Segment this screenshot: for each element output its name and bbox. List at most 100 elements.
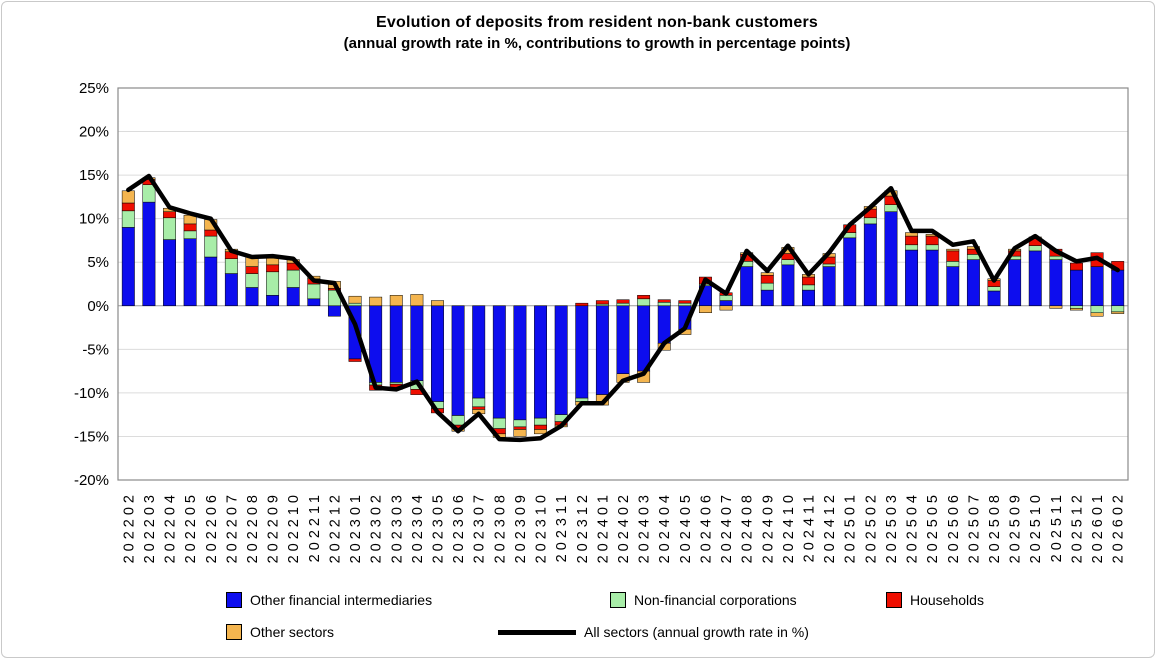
bar-segment: [616, 302, 630, 307]
bar-segment: [389, 295, 403, 307]
bar-segment: [946, 250, 960, 262]
y-tick-label: -5%: [82, 341, 109, 358]
x-tick-label: 202602: [1111, 491, 1127, 563]
bar-segment: [183, 238, 197, 307]
bar-segment: [1090, 266, 1104, 307]
y-tick-label: 5%: [87, 254, 109, 271]
x-tick-label: 202507: [966, 491, 982, 563]
bar-segment: [657, 302, 671, 307]
x-tick-label: 202304: [410, 491, 426, 563]
bar-segment: [142, 201, 156, 307]
bar-segment: [534, 305, 548, 419]
bar-segment: [740, 266, 754, 307]
bar-segment: [1111, 305, 1125, 313]
bar-segment: [760, 275, 774, 284]
bar-segment: [905, 249, 919, 307]
x-tick-label: 202510: [1028, 491, 1044, 563]
bar-segment: [1028, 245, 1042, 252]
bar-segment: [266, 264, 280, 273]
x-tick-label: 202308: [492, 491, 508, 563]
legend-item-all-sectors-line: All sectors (annual growth rate in %): [498, 624, 809, 640]
x-tick-label: 202503: [884, 491, 900, 563]
x-tick-label: 202205: [183, 491, 199, 563]
x-tick-label: 202301: [348, 491, 364, 563]
x-tick-label: 202408: [740, 491, 756, 563]
legend-item-other-sectors: Other sectors: [226, 624, 334, 640]
bar-segment: [348, 295, 362, 304]
growth-line: [126, 173, 1120, 443]
bar-segment: [307, 298, 321, 307]
y-tick-label: -20%: [74, 472, 109, 489]
bar-segment: [245, 287, 259, 307]
bar-segment: [822, 263, 836, 267]
bar-segment: [327, 305, 341, 317]
bar-segment: [121, 227, 135, 307]
bar-segment: [348, 302, 362, 307]
x-tick-label: 202211: [307, 491, 323, 562]
bar-segment: [616, 305, 630, 374]
bar-segment: [905, 235, 919, 246]
bar-segment: [760, 282, 774, 291]
bar-segment: [121, 202, 135, 212]
bar-segment: [1070, 269, 1083, 307]
bar-segment: [1070, 305, 1083, 309]
x-tick-label: 202407: [719, 491, 735, 563]
bar-segment: [472, 406, 486, 410]
bar-segment: [1090, 312, 1104, 317]
bar-segment: [1111, 311, 1125, 314]
bar-segment: [1111, 269, 1125, 307]
bar-segment: [472, 305, 486, 399]
bar-segment: [719, 295, 733, 301]
y-tick-label: -15%: [74, 428, 109, 445]
bar-segment: [946, 266, 960, 307]
bar-segment: [595, 305, 609, 395]
bar-segment: [534, 417, 548, 426]
bar-segment: [1070, 308, 1083, 311]
x-tick-label: 202506: [946, 491, 962, 563]
legend-item-households: Households: [886, 592, 984, 608]
x-tick-label: 202411: [802, 491, 818, 562]
x-tick-label: 202509: [1008, 491, 1024, 563]
x-tick-label: 202306: [451, 491, 467, 563]
bar-segment: [925, 244, 939, 251]
y-tick-label: 25%: [79, 80, 109, 97]
bar-segment: [492, 305, 506, 419]
bar-segment: [534, 424, 548, 430]
legend-swatch-households: [886, 592, 902, 608]
bar-segment: [431, 305, 444, 402]
bar-segment: [410, 294, 424, 307]
x-tick-label: 202410: [781, 491, 797, 563]
legend-swatch-other-financial-intermediaries: [226, 592, 242, 608]
bar-segment: [224, 258, 238, 274]
bar-segment: [637, 298, 651, 307]
bar-segment: [389, 305, 403, 383]
x-tick-label: 202512: [1070, 491, 1086, 563]
bar-segment: [1090, 305, 1104, 313]
x-tick-label: 202409: [760, 491, 776, 563]
chart-header: Evolution of deposits from resident non-…: [38, 14, 1156, 52]
bar-segment: [286, 269, 300, 288]
bar-segment: [637, 305, 651, 372]
bar-segment: [492, 417, 506, 429]
x-tick-label: 202310: [534, 491, 550, 563]
legend-label: Households: [910, 592, 984, 608]
legend-label: All sectors (annual growth rate in %): [584, 624, 809, 640]
bar-segment: [204, 256, 218, 307]
bar-segment: [946, 261, 960, 267]
bar-segment: [204, 229, 218, 237]
bar-segment: [863, 223, 877, 307]
x-tick-label: 202406: [698, 491, 714, 563]
x-tick-label: 202403: [637, 491, 653, 563]
chart-subtitle: (annual growth rate in %, contributions …: [343, 35, 851, 52]
x-tick-label: 202212: [327, 491, 343, 563]
bar-segment: [1049, 305, 1063, 309]
bar-segment: [884, 204, 898, 212]
bar-segment: [266, 295, 280, 307]
bar-segment: [678, 302, 692, 307]
bar-segment: [224, 273, 238, 307]
bar-segment: [472, 397, 486, 408]
x-tick-label: 202402: [616, 491, 632, 563]
legend-label: Other sectors: [250, 624, 335, 640]
x-tick-label: 202404: [657, 491, 673, 563]
bar-segment: [451, 305, 465, 416]
